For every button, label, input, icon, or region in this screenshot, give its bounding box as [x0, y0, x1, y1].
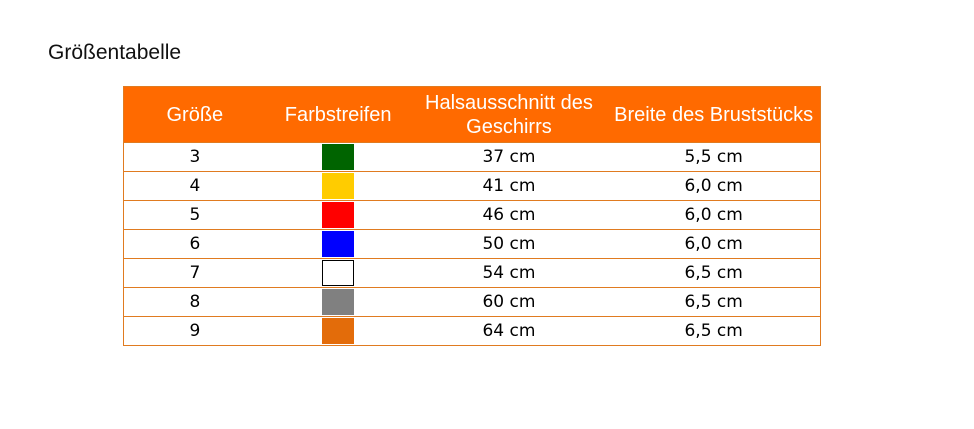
header-color: Farbstreifen	[265, 86, 411, 143]
table-row: 5 46 cm 6,0 cm	[123, 200, 821, 230]
color-swatch	[322, 289, 355, 315]
color-swatch	[322, 318, 355, 344]
size-cell: 8	[123, 287, 266, 317]
size-cell: 9	[123, 316, 266, 346]
color-cell	[265, 229, 411, 259]
chest-cell: 6,5 cm	[607, 258, 821, 288]
chest-cell: 6,0 cm	[607, 229, 821, 259]
chest-cell: 6,0 cm	[607, 200, 821, 230]
color-cell	[265, 142, 411, 172]
table-row: 8 60 cm 6,5 cm	[123, 287, 821, 317]
size-cell: 7	[123, 258, 266, 288]
color-cell	[265, 258, 411, 288]
table-row: 6 50 cm 6,0 cm	[123, 229, 821, 259]
neck-cell: 54 cm	[410, 258, 608, 288]
header-size: Größe	[123, 86, 266, 143]
table-header: Größe Farbstreifen Halsausschnitt des Ge…	[123, 86, 821, 143]
header-chest: Breite des Bruststücks	[607, 86, 821, 143]
size-cell: 6	[123, 229, 266, 259]
page-title: Größentabelle	[48, 41, 182, 64]
color-cell	[265, 171, 411, 201]
chest-cell: 6,5 cm	[607, 287, 821, 317]
color-swatch	[322, 231, 355, 257]
chest-cell: 6,0 cm	[607, 171, 821, 201]
size-cell: 3	[123, 142, 266, 172]
size-cell: 5	[123, 200, 266, 230]
neck-cell: 60 cm	[410, 287, 608, 317]
color-swatch	[322, 144, 355, 170]
color-swatch	[322, 260, 355, 286]
neck-cell: 41 cm	[410, 171, 608, 201]
neck-cell: 46 cm	[410, 200, 608, 230]
neck-cell: 37 cm	[410, 142, 608, 172]
header-neck: Halsausschnitt des Geschirrs	[410, 86, 608, 143]
color-cell	[265, 316, 411, 346]
size-table: Größe Farbstreifen Halsausschnitt des Ge…	[123, 86, 821, 346]
table-row: 3 37 cm 5,5 cm	[123, 142, 821, 172]
size-cell: 4	[123, 171, 266, 201]
color-cell	[265, 200, 411, 230]
color-swatch	[322, 173, 355, 199]
table-row: 9 64 cm 6,5 cm	[123, 316, 821, 346]
color-cell	[265, 287, 411, 317]
chest-cell: 5,5 cm	[607, 142, 821, 172]
neck-cell: 64 cm	[410, 316, 608, 346]
chest-cell: 6,5 cm	[607, 316, 821, 346]
table-row: 4 41 cm 6,0 cm	[123, 171, 821, 201]
table-row: 7 54 cm 6,5 cm	[123, 258, 821, 288]
color-swatch	[322, 202, 355, 228]
neck-cell: 50 cm	[410, 229, 608, 259]
